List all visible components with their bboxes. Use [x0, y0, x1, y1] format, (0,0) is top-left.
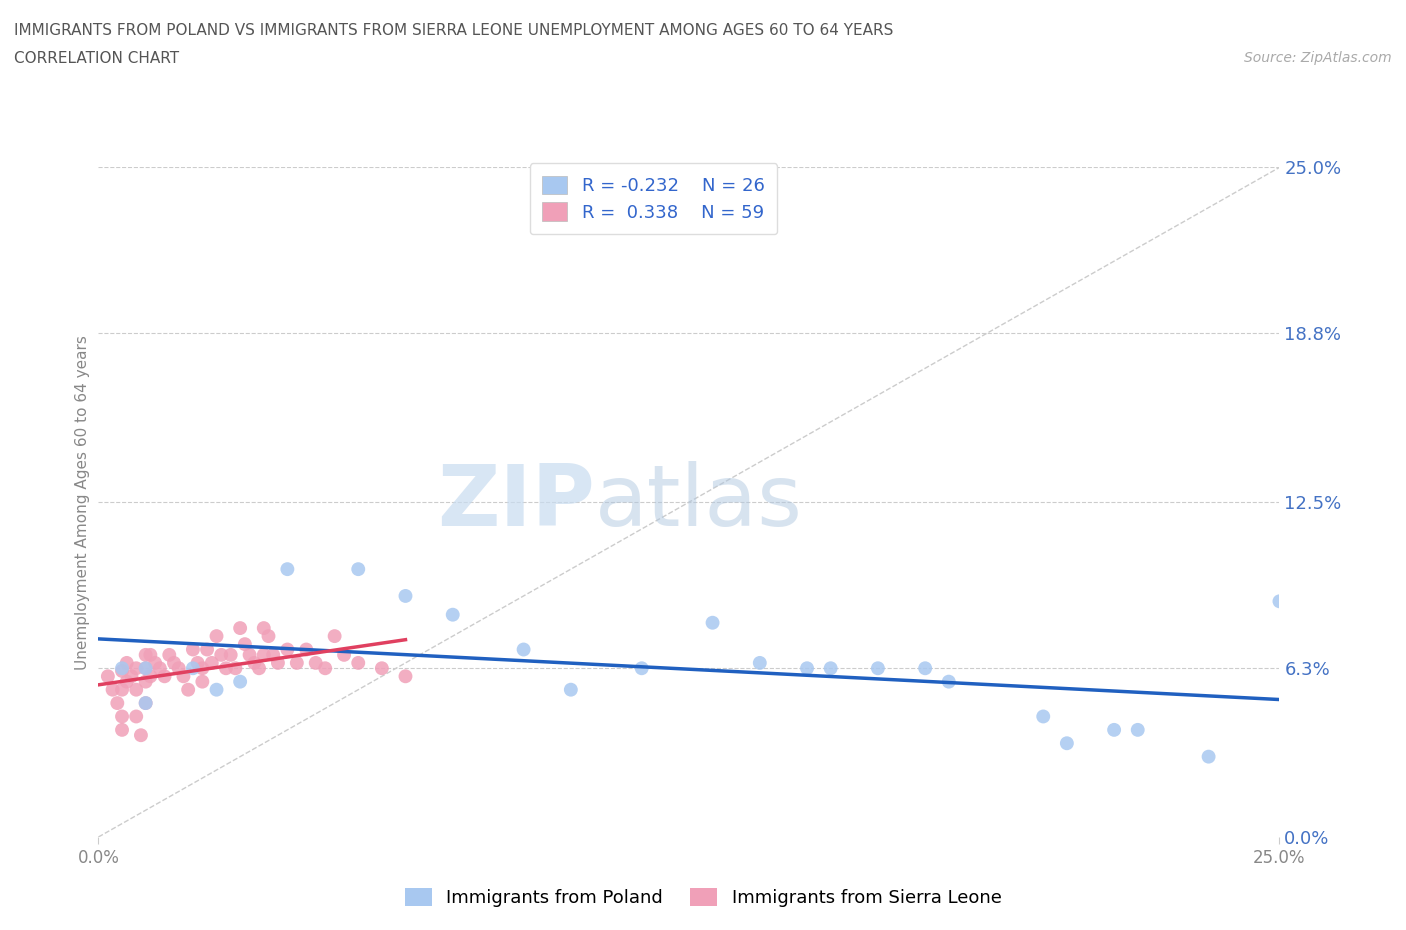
- Point: [347, 656, 370, 671]
- Point: [233, 637, 256, 652]
- Point: [153, 669, 176, 684]
- Point: [139, 669, 162, 684]
- Point: [135, 661, 157, 676]
- Point: [512, 642, 534, 657]
- Point: [1268, 594, 1291, 609]
- Legend: Immigrants from Poland, Immigrants from Sierra Leone: Immigrants from Poland, Immigrants from …: [395, 879, 1011, 916]
- Point: [209, 647, 232, 662]
- Point: [187, 656, 209, 671]
- Text: CORRELATION CHART: CORRELATION CHART: [14, 51, 179, 66]
- Point: [243, 656, 266, 671]
- Point: [191, 674, 214, 689]
- Point: [157, 647, 180, 662]
- Point: [215, 661, 238, 676]
- Point: [121, 669, 143, 684]
- Point: [295, 642, 318, 657]
- Point: [135, 696, 157, 711]
- Point: [938, 674, 960, 689]
- Point: [702, 616, 724, 631]
- Point: [111, 663, 134, 678]
- Point: [205, 683, 228, 698]
- Point: [253, 620, 276, 635]
- Point: [253, 647, 276, 662]
- Point: [97, 669, 120, 684]
- Point: [229, 620, 252, 635]
- Point: [866, 661, 889, 676]
- Point: [820, 661, 842, 676]
- Point: [305, 656, 328, 671]
- Point: [1102, 723, 1125, 737]
- Legend: R = -0.232    N = 26, R =  0.338    N = 59: R = -0.232 N = 26, R = 0.338 N = 59: [530, 163, 778, 234]
- Point: [224, 661, 246, 676]
- Point: [394, 669, 416, 684]
- Point: [125, 709, 148, 724]
- Point: [239, 647, 262, 662]
- Point: [394, 589, 416, 604]
- Point: [219, 647, 242, 662]
- Point: [333, 647, 356, 662]
- Point: [105, 696, 128, 711]
- Point: [195, 642, 218, 657]
- Point: [191, 661, 214, 676]
- Point: [1126, 723, 1149, 737]
- Point: [135, 647, 157, 662]
- Point: [748, 656, 770, 671]
- Point: [285, 656, 308, 671]
- Point: [143, 656, 166, 671]
- Point: [101, 683, 124, 698]
- Point: [135, 696, 157, 711]
- Point: [630, 661, 652, 676]
- Point: [1032, 709, 1054, 724]
- Point: [914, 661, 936, 676]
- Text: ZIP: ZIP: [437, 460, 595, 544]
- Point: [205, 629, 228, 644]
- Point: [111, 709, 134, 724]
- Point: [371, 661, 394, 676]
- Point: [276, 642, 298, 657]
- Point: [441, 607, 464, 622]
- Point: [560, 683, 582, 698]
- Point: [167, 661, 190, 676]
- Y-axis label: Unemployment Among Ages 60 to 64 years: Unemployment Among Ages 60 to 64 years: [75, 335, 90, 670]
- Point: [201, 656, 224, 671]
- Point: [177, 683, 200, 698]
- Text: Source: ZipAtlas.com: Source: ZipAtlas.com: [1244, 51, 1392, 65]
- Point: [111, 723, 134, 737]
- Point: [1056, 736, 1078, 751]
- Point: [125, 661, 148, 676]
- Point: [181, 661, 204, 676]
- Point: [115, 674, 138, 689]
- Point: [323, 629, 346, 644]
- Point: [796, 661, 818, 676]
- Point: [149, 661, 172, 676]
- Point: [111, 683, 134, 698]
- Point: [247, 661, 270, 676]
- Point: [229, 674, 252, 689]
- Point: [135, 661, 157, 676]
- Point: [172, 669, 194, 684]
- Point: [111, 661, 134, 676]
- Point: [262, 647, 284, 662]
- Text: atlas: atlas: [595, 460, 803, 544]
- Point: [314, 661, 336, 676]
- Text: IMMIGRANTS FROM POLAND VS IMMIGRANTS FROM SIERRA LEONE UNEMPLOYMENT AMONG AGES 6: IMMIGRANTS FROM POLAND VS IMMIGRANTS FRO…: [14, 23, 893, 38]
- Point: [115, 656, 138, 671]
- Point: [347, 562, 370, 577]
- Point: [129, 728, 152, 743]
- Point: [1198, 750, 1220, 764]
- Point: [163, 656, 186, 671]
- Point: [125, 683, 148, 698]
- Point: [276, 562, 298, 577]
- Point: [267, 656, 290, 671]
- Point: [181, 642, 204, 657]
- Point: [139, 647, 162, 662]
- Point: [135, 674, 157, 689]
- Point: [257, 629, 280, 644]
